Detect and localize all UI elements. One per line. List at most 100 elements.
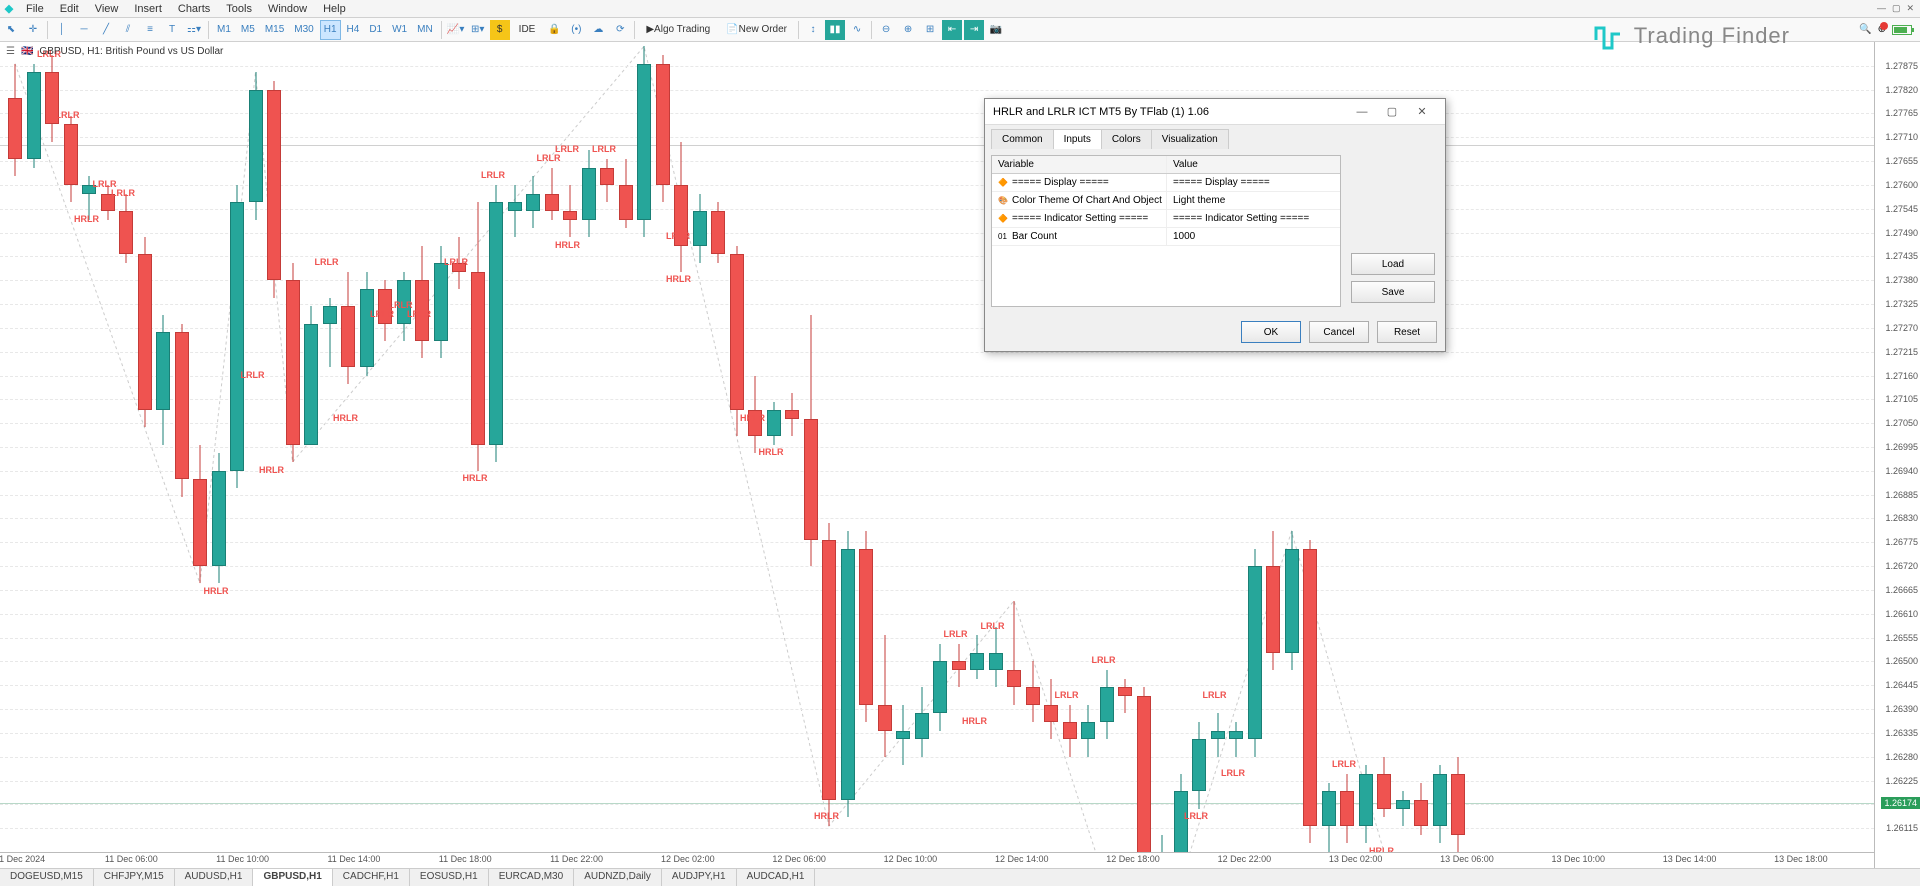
indicator2-icon[interactable]: ∿ (847, 20, 867, 40)
y-tick: 1.27215 (1885, 347, 1918, 357)
dialog-maximize-icon[interactable]: ▢ (1377, 105, 1407, 118)
shift-icon[interactable]: ↕ (803, 20, 823, 40)
signal-label: LRLR (1332, 759, 1356, 769)
cursor-icon[interactable]: ⬉ (1, 20, 21, 40)
timeframe-m15[interactable]: M15 (261, 20, 288, 40)
grid-icon[interactable]: ⊞ (920, 20, 940, 40)
timeframe-mn[interactable]: MN (413, 20, 437, 40)
menu-charts[interactable]: Charts (170, 3, 218, 15)
timeframe-m30[interactable]: M30 (290, 20, 317, 40)
indicator-icon[interactable]: ⊞▾ (468, 20, 488, 40)
signal-label: LRLR (537, 153, 561, 163)
search-icon[interactable]: 🔍 (1859, 24, 1871, 35)
input-row[interactable]: 🔶===== Display ========== Display ===== (992, 174, 1340, 192)
symbol-tab[interactable]: CADCHF,H1 (333, 869, 410, 886)
dialog-tab-common[interactable]: Common (991, 129, 1054, 149)
timeframe-w1[interactable]: W1 (388, 20, 411, 40)
y-tick: 1.27655 (1885, 156, 1918, 166)
menu-help[interactable]: Help (315, 3, 354, 15)
dollar-icon[interactable]: $ (490, 20, 510, 40)
lock-icon[interactable]: 🔒 (544, 20, 564, 40)
signal-label: LRLR (56, 110, 80, 120)
dialog-minimize-icon[interactable]: — (1347, 106, 1377, 118)
menu-edit[interactable]: Edit (52, 3, 87, 15)
dialog-close-icon[interactable]: ✕ (1407, 105, 1437, 118)
close-icon[interactable]: ✕ (1906, 3, 1914, 14)
symbol-tab[interactable]: GBPUSD,H1 (253, 869, 332, 886)
symbol-tab[interactable]: AUDNZD,Daily (574, 869, 662, 886)
objects-icon[interactable]: ⚏▾ (184, 20, 204, 40)
save-button[interactable]: Save (1351, 281, 1435, 303)
cloud-icon[interactable]: ☁ (588, 20, 608, 40)
menu-tools[interactable]: Tools (218, 3, 260, 15)
zoom-in-icon[interactable]: ⊕ (898, 20, 918, 40)
camera-icon[interactable]: 📷 (986, 20, 1006, 40)
y-tick: 1.26610 (1885, 609, 1918, 619)
chart-area[interactable]: ☰ 🇬🇧 GBPUSD, H1: British Pound vs US Dol… (0, 42, 1920, 868)
vline-icon[interactable]: │ (52, 20, 72, 40)
input-row[interactable]: 🔶===== Indicator Setting ========== Indi… (992, 210, 1340, 228)
channel-icon[interactable]: ⫽ (118, 20, 138, 40)
menu-window[interactable]: Window (260, 3, 315, 15)
signal-icon[interactable]: (•) (566, 20, 586, 40)
shift-end-icon[interactable]: ⇤ (942, 20, 962, 40)
timeframe-h1[interactable]: H1 (320, 20, 341, 40)
new-order-button[interactable]: 📄 New Order (719, 20, 794, 40)
y-tick: 1.27380 (1885, 275, 1918, 285)
y-tick: 1.26225 (1885, 776, 1918, 786)
fib-icon[interactable]: ≡ (140, 20, 160, 40)
symbol-tab[interactable]: AUDUSD,H1 (175, 869, 254, 886)
reset-button[interactable]: Reset (1377, 321, 1437, 343)
timeframe-m1[interactable]: M1 (213, 20, 235, 40)
x-tick: 12 Dec 10:00 (884, 854, 938, 864)
hline-icon[interactable]: ─ (74, 20, 94, 40)
symbol-tab[interactable]: CHFJPY,M15 (94, 869, 175, 886)
x-tick: 13 Dec 18:00 (1774, 854, 1828, 864)
timeframe-d1[interactable]: D1 (365, 20, 386, 40)
crosshair-icon[interactable]: ✛ (23, 20, 43, 40)
ide-button[interactable]: IDE (512, 20, 543, 40)
menu-file[interactable]: File (18, 3, 52, 15)
signal-label: LRLR (481, 170, 505, 180)
x-tick: 12 Dec 02:00 (661, 854, 715, 864)
symbol-tab[interactable]: EOSUSD,H1 (410, 869, 489, 886)
y-tick: 1.27325 (1885, 299, 1918, 309)
chart-menu-icon[interactable]: ☰ (6, 46, 15, 57)
text-icon[interactable]: T (162, 20, 182, 40)
refresh-icon[interactable]: ⟳ (610, 20, 630, 40)
watermark-brand: Trading Finder (1592, 20, 1790, 52)
grid-col-value: Value (1167, 156, 1340, 173)
trendline-icon[interactable]: ╱ (96, 20, 116, 40)
symbol-tab[interactable]: AUDCAD,H1 (737, 869, 816, 886)
dialog-tab-inputs[interactable]: Inputs (1053, 129, 1102, 149)
menu-view[interactable]: View (87, 3, 127, 15)
y-tick: 1.26885 (1885, 490, 1918, 500)
autoscroll-icon[interactable]: ▮▮ (825, 20, 845, 40)
zoom-out-icon[interactable]: ⊖ (876, 20, 896, 40)
symbol-tab[interactable]: DOGEUSD,M15 (0, 869, 94, 886)
dialog-tab-colors[interactable]: Colors (1101, 129, 1152, 149)
timeframe-m5[interactable]: M5 (237, 20, 259, 40)
shift-start-icon[interactable]: ⇥ (964, 20, 984, 40)
y-tick: 1.26830 (1885, 513, 1918, 523)
input-row[interactable]: 🎨Color Theme Of Chart And ObjectLight th… (992, 192, 1340, 210)
x-tick: 13 Dec 14:00 (1663, 854, 1717, 864)
menu-insert[interactable]: Insert (126, 3, 170, 15)
input-row[interactable]: 01Bar Count1000 (992, 228, 1340, 246)
alert-icon[interactable]: ⊕ (1878, 24, 1886, 35)
dialog-title: HRLR and LRLR ICT MT5 By TFlab (1) 1.06 (993, 106, 1347, 118)
timeframe-h4[interactable]: H4 (343, 20, 364, 40)
chart-plot[interactable]: LRLRLRLRLRLRLRLRHRLRHRLRLRLRHRLRLRLRHRLR… (0, 42, 1874, 852)
maximize-icon[interactable]: ▢ (1892, 3, 1901, 14)
symbol-tab[interactable]: EURCAD,M30 (489, 869, 574, 886)
signal-label: HRLR (962, 716, 987, 726)
y-tick: 1.27435 (1885, 251, 1918, 261)
ok-button[interactable]: OK (1241, 321, 1301, 343)
algo-trading-button[interactable]: ▶ Algo Trading (639, 20, 717, 40)
load-button[interactable]: Load (1351, 253, 1435, 275)
cancel-button[interactable]: Cancel (1309, 321, 1369, 343)
dialog-tab-visualization[interactable]: Visualization (1151, 129, 1229, 149)
minimize-icon[interactable]: — (1877, 3, 1886, 14)
symbol-tab[interactable]: AUDJPY,H1 (662, 869, 737, 886)
chart-type-icon[interactable]: 📈▾ (446, 20, 466, 40)
